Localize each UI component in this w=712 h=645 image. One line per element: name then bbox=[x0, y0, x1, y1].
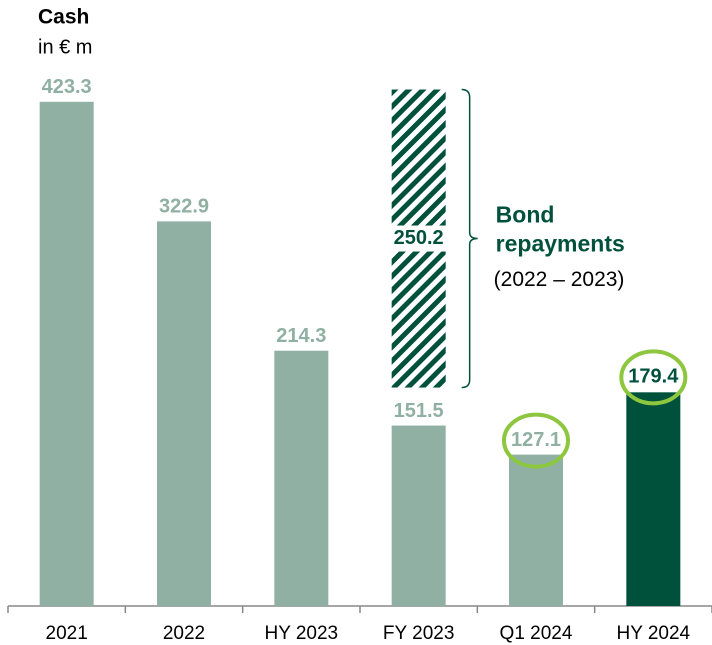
bar bbox=[39, 101, 94, 606]
label-bg bbox=[387, 225, 450, 252]
x-tick-label: Q1 2024 bbox=[500, 623, 573, 644]
x-tick-label: 2021 bbox=[46, 623, 88, 644]
bar bbox=[626, 392, 681, 606]
annotation-note: (2022 – 2023) bbox=[494, 268, 625, 291]
bar bbox=[157, 221, 211, 606]
annotation-title: Bond bbox=[496, 202, 555, 228]
x-tick-label: FY 2023 bbox=[383, 623, 454, 644]
bar bbox=[274, 350, 329, 606]
value-label: 151.5 bbox=[394, 400, 444, 422]
bar bbox=[391, 425, 446, 606]
value-label: 214.3 bbox=[276, 325, 326, 347]
x-tick-label: HY 2024 bbox=[617, 623, 691, 644]
value-label: 322.9 bbox=[159, 196, 209, 218]
x-tick-label: HY 2023 bbox=[265, 623, 339, 644]
value-label: 179.4 bbox=[628, 366, 679, 388]
bracket bbox=[461, 88, 478, 389]
highlight-circle bbox=[502, 412, 570, 469]
x-tick-label: 2022 bbox=[163, 623, 205, 644]
highlight-circle bbox=[619, 349, 688, 406]
annotation-title: repayments bbox=[496, 231, 625, 257]
chart-title: Cash bbox=[38, 6, 89, 29]
bar bbox=[509, 454, 563, 606]
value-label: 423.3 bbox=[42, 76, 92, 98]
chart-subtitle: in € m bbox=[38, 36, 92, 58]
value-label: 127.1 bbox=[511, 429, 561, 451]
value-label: 250.2 bbox=[394, 227, 444, 249]
